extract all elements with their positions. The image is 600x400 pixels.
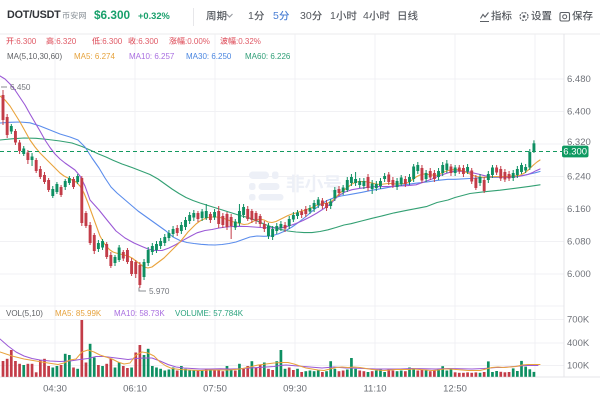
svg-text:700K: 700K (567, 315, 590, 326)
svg-text:11:10: 11:10 (363, 384, 386, 395)
svg-text:100K: 100K (567, 361, 590, 372)
svg-text:09:30: 09:30 (283, 384, 307, 395)
svg-text:07:50: 07:50 (203, 384, 227, 395)
svg-text:6.480: 6.480 (567, 74, 591, 85)
svg-text:6.320: 6.320 (567, 137, 591, 148)
svg-text:6.080: 6.080 (567, 237, 591, 248)
svg-text:6.000: 6.000 (567, 269, 591, 280)
svg-text:06:10: 06:10 (123, 384, 147, 395)
svg-text:12:50: 12:50 (443, 384, 467, 395)
svg-text:6.240: 6.240 (567, 172, 591, 183)
svg-text:6.450: 6.450 (10, 83, 31, 92)
svg-text:6.300: 6.300 (563, 147, 587, 158)
svg-text:6.400: 6.400 (567, 107, 591, 118)
svg-text:04:30: 04:30 (43, 384, 67, 395)
svg-text:6.160: 6.160 (567, 204, 591, 215)
svg-text:5.970: 5.970 (149, 287, 170, 296)
svg-text:400K: 400K (567, 338, 590, 349)
